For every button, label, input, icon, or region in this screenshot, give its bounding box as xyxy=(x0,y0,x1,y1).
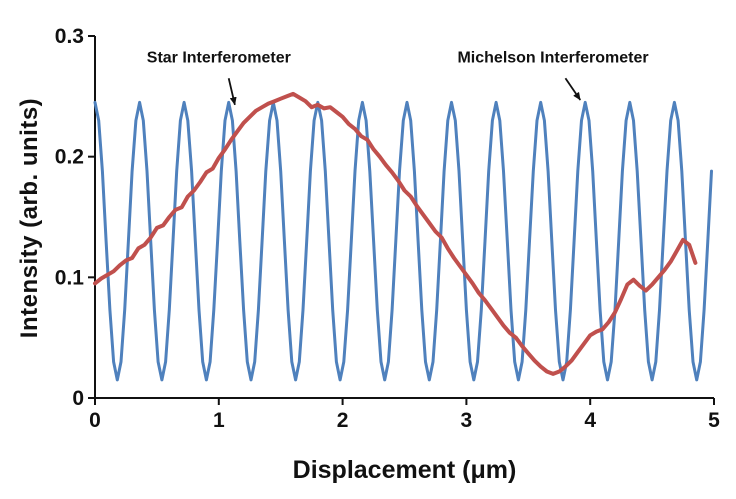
x-tick-label: 0 xyxy=(89,409,101,432)
annotation-arrow xyxy=(227,78,237,106)
annotation-label: Michelson Interferometer xyxy=(457,50,648,67)
annotation-arrow xyxy=(564,77,582,101)
x-tick-label: 1 xyxy=(213,409,225,432)
y-tick-label: 0.3 xyxy=(55,25,84,48)
x-tick-label: 2 xyxy=(337,409,349,432)
y-tick-label: 0.2 xyxy=(55,146,84,169)
y-tick-label: 0.1 xyxy=(55,266,85,289)
x-tick-label: 5 xyxy=(708,409,720,432)
x-axis-title: Displacement (μm) xyxy=(292,456,517,484)
series-line-michelson-interferometer xyxy=(93,100,713,382)
x-tick-label: 4 xyxy=(584,409,596,432)
annotation-label: Star Interferometer xyxy=(147,50,291,67)
y-tick-label: 0 xyxy=(72,387,84,410)
series-line-star-interferometer xyxy=(93,91,698,376)
x-tick-label: 3 xyxy=(461,409,473,432)
